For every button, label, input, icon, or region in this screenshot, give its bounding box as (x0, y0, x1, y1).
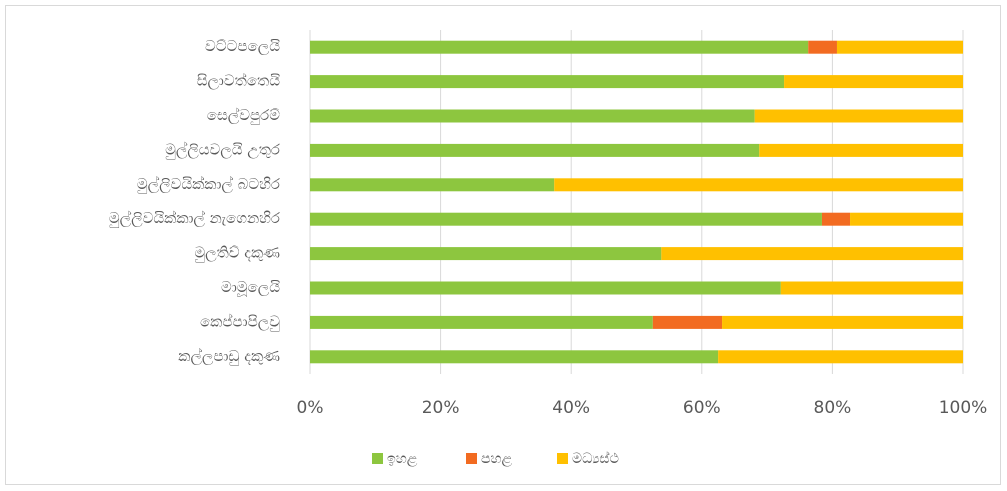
bar-segment (718, 350, 963, 364)
bar-segment (310, 40, 809, 54)
bar-segment (310, 247, 662, 261)
y-tick-label: මුල්ලිවයික්කාල් නැගෙනහිර (109, 209, 280, 228)
bar-segment (310, 212, 822, 226)
x-tick-label: 0% (297, 398, 324, 418)
bar-segment (310, 315, 653, 329)
y-tick-label: කෙප්පාපිලවු (200, 312, 280, 331)
bar-segment (310, 350, 719, 364)
y-tick-label: සෙල්වපුරම් (207, 106, 280, 125)
x-tick-label: 80% (814, 398, 852, 418)
bar-segment (310, 281, 781, 295)
y-tick-label: මුල්ලියවලයි උතුර (165, 140, 280, 159)
bar-segment (310, 75, 785, 89)
legend-label: මධ්‍යස්ථ (572, 451, 619, 467)
bar-segment (780, 281, 963, 295)
x-tick-label: 60% (683, 398, 721, 418)
y-tick-label: මුල්ලිවයික්කාල් බටහිර (137, 175, 280, 194)
bar-segment (310, 143, 760, 157)
bar-segment (836, 40, 963, 54)
bar-segment (754, 109, 963, 123)
y-tick-label: සිලාවත්තෙයි (197, 71, 281, 89)
bar-segment (821, 212, 851, 226)
bar-segment (661, 247, 963, 261)
y-tick-label: කල්ලපාඩු දකුණ (178, 347, 280, 366)
legend-swatch (557, 453, 568, 464)
bar-segment (310, 109, 755, 123)
legend-swatch (372, 453, 383, 464)
bar-segment (310, 178, 555, 192)
bar-segment (808, 40, 837, 54)
y-tick-label: වට්ටපලෙයි (205, 37, 280, 55)
bar-segment (722, 315, 963, 329)
bar-segment (652, 315, 723, 329)
x-tick-label: 100% (939, 398, 988, 418)
bar-segment (850, 212, 963, 226)
bar-segment (759, 143, 963, 157)
y-tick-label: මුලතිව් දකුණ (194, 244, 280, 263)
bar-segment (554, 178, 963, 192)
x-tick-label: 40% (552, 398, 590, 418)
y-tick-label: මාමූලෙයි (221, 278, 280, 297)
x-tick-label: 20% (422, 398, 460, 418)
legend-label: ඉහළ (387, 451, 418, 467)
legend-label: පහළ (481, 451, 512, 467)
legend-swatch (466, 453, 477, 464)
bar-segment (784, 75, 963, 89)
